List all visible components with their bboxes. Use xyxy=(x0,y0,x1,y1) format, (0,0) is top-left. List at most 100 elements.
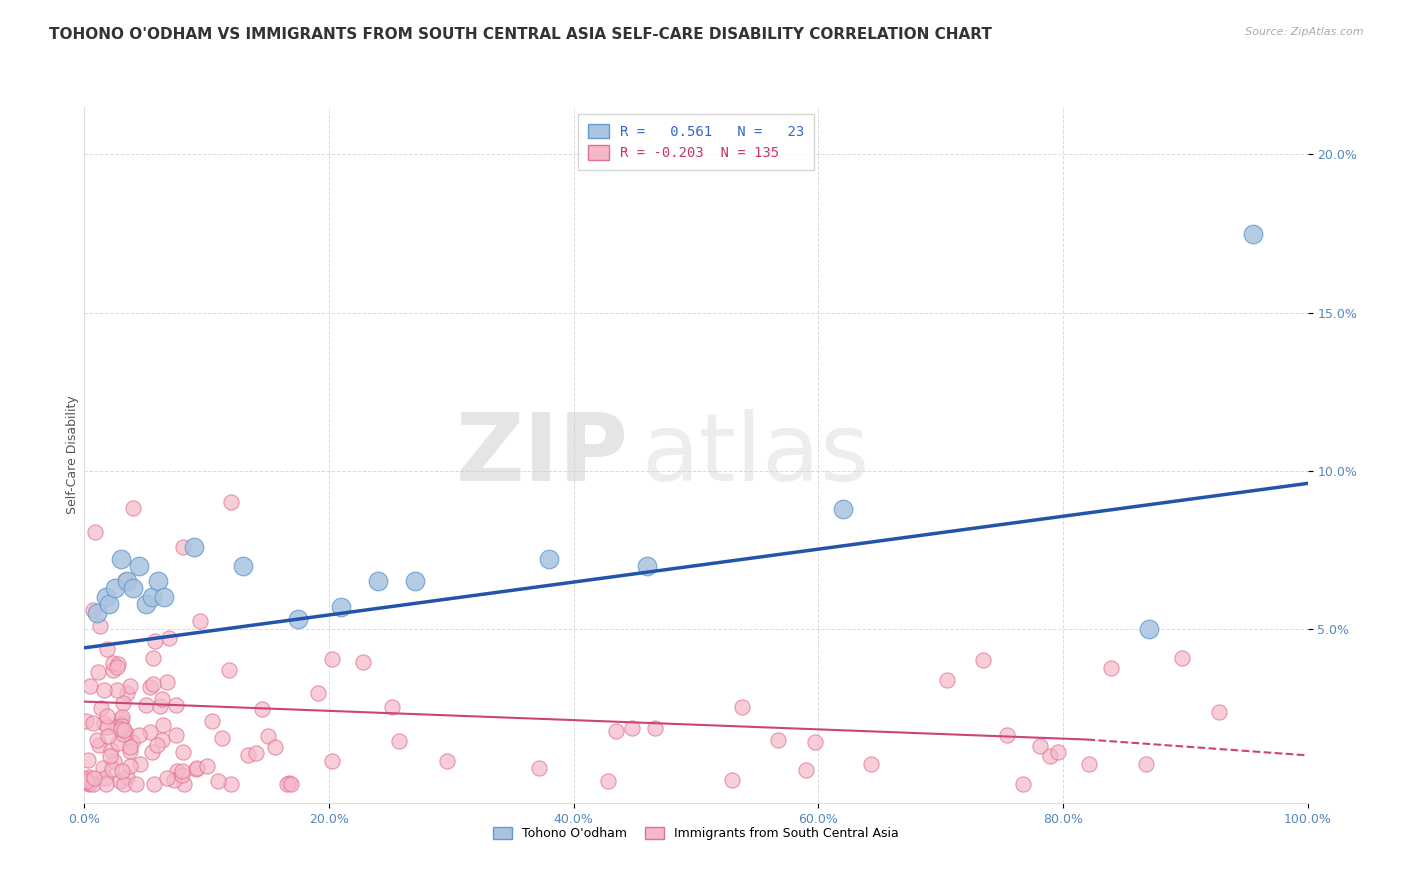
Point xyxy=(104,581,127,595)
Point xyxy=(170,764,193,779)
Point xyxy=(404,574,426,589)
Text: Source: ZipAtlas.com: Source: ZipAtlas.com xyxy=(1246,27,1364,37)
Point xyxy=(163,772,186,787)
Point xyxy=(82,603,104,617)
Point xyxy=(118,759,141,773)
Point xyxy=(77,776,100,790)
Point xyxy=(1039,748,1062,763)
Point xyxy=(381,700,404,714)
Point xyxy=(146,574,169,589)
Point xyxy=(82,777,104,791)
Point xyxy=(96,591,118,605)
Point xyxy=(135,597,157,611)
Point xyxy=(219,495,242,509)
Point xyxy=(156,674,179,689)
Point xyxy=(139,680,162,694)
Point xyxy=(111,719,134,733)
Point xyxy=(110,552,132,566)
Point xyxy=(245,747,267,761)
Point xyxy=(236,748,259,763)
Point xyxy=(86,732,108,747)
Point xyxy=(98,748,121,763)
Point xyxy=(218,663,240,677)
Point xyxy=(287,612,309,626)
Point xyxy=(201,714,224,729)
Point xyxy=(170,768,193,782)
Point xyxy=(263,740,285,755)
Point xyxy=(129,757,152,772)
Point xyxy=(90,700,112,714)
Point xyxy=(76,773,98,788)
Point xyxy=(83,771,105,785)
Point xyxy=(110,712,132,726)
Point xyxy=(96,709,118,723)
Point xyxy=(620,721,643,735)
Point xyxy=(96,777,118,791)
Point xyxy=(135,698,157,712)
Point xyxy=(121,734,143,748)
Point xyxy=(118,744,141,758)
Point xyxy=(115,686,138,700)
Point xyxy=(75,772,97,786)
Point xyxy=(803,735,825,749)
Point xyxy=(184,762,207,776)
Point xyxy=(321,755,343,769)
Point xyxy=(598,774,620,789)
Point xyxy=(114,574,136,588)
Point xyxy=(77,771,100,785)
Point xyxy=(794,763,817,777)
Point xyxy=(101,663,124,677)
Point xyxy=(107,657,129,672)
Point xyxy=(280,777,302,791)
Point xyxy=(149,698,172,713)
Point xyxy=(118,739,141,754)
Point xyxy=(105,682,128,697)
Point xyxy=(1046,745,1069,759)
Point xyxy=(101,762,124,776)
Point xyxy=(87,738,110,752)
Point xyxy=(250,702,273,716)
Point xyxy=(768,733,790,747)
Point xyxy=(97,597,120,611)
Point xyxy=(1135,757,1157,772)
Point xyxy=(93,683,115,698)
Point xyxy=(538,552,561,566)
Point xyxy=(388,733,411,747)
Point xyxy=(128,558,150,573)
Point xyxy=(86,606,108,620)
Point xyxy=(96,642,118,657)
Point xyxy=(644,721,666,735)
Point xyxy=(105,720,128,734)
Point xyxy=(1078,756,1101,771)
Point xyxy=(307,686,329,700)
Point xyxy=(142,677,165,691)
Point xyxy=(107,735,129,749)
Point xyxy=(77,777,100,791)
Point xyxy=(995,728,1018,742)
Point xyxy=(75,714,97,729)
Point xyxy=(1137,622,1160,636)
Point xyxy=(89,619,111,633)
Point xyxy=(110,723,132,737)
Point xyxy=(142,651,165,665)
Point xyxy=(105,660,128,674)
Point xyxy=(111,696,134,710)
Point xyxy=(128,728,150,742)
Text: atlas: atlas xyxy=(641,409,869,501)
Point xyxy=(1208,705,1230,719)
Point xyxy=(142,777,165,791)
Point xyxy=(111,710,134,724)
Point xyxy=(173,777,195,791)
Point xyxy=(278,776,301,790)
Point xyxy=(166,764,188,779)
Point xyxy=(146,739,169,753)
Point xyxy=(1171,651,1194,665)
Point xyxy=(112,723,135,738)
Point xyxy=(831,501,853,516)
Point xyxy=(112,777,135,791)
Point xyxy=(207,774,229,789)
Point xyxy=(1241,227,1264,241)
Point xyxy=(122,581,145,595)
Point xyxy=(79,679,101,693)
Text: TOHONO O'ODHAM VS IMMIGRANTS FROM SOUTH CENTRAL ASIA SELF-CARE DISABILITY CORREL: TOHONO O'ODHAM VS IMMIGRANTS FROM SOUTH … xyxy=(49,27,993,42)
